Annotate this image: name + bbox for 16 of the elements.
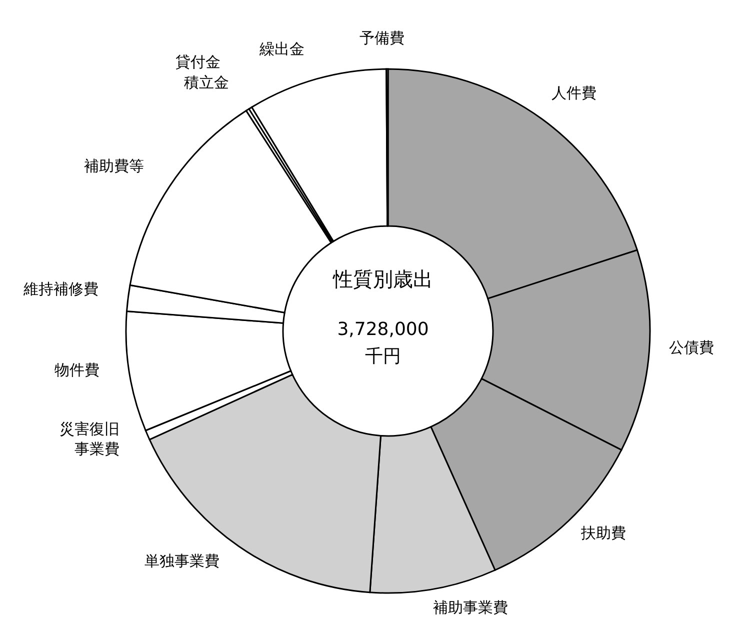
- slice-label: 物件費: [54, 360, 100, 380]
- slice-label: 予備費: [360, 29, 405, 48]
- slice-label: 扶助費: [580, 524, 626, 542]
- slice-label: 積立金: [184, 74, 230, 92]
- slice-label: 人件費: [552, 84, 597, 102]
- slice-label: 単独事業費: [144, 552, 220, 570]
- slice-label: 繰出金: [258, 40, 305, 58]
- text: 性質別歳出: [332, 266, 434, 293]
- slice-label: 公債費: [669, 338, 714, 357]
- slice-label: 災害復旧事業費: [60, 420, 120, 458]
- slice-label: 補助事業費: [433, 598, 508, 617]
- slice-label: 補助費等: [84, 157, 144, 176]
- text: 千円: [364, 345, 402, 368]
- slice-label: 貸付金: [176, 53, 221, 72]
- slice-label: 維持補修費: [22, 280, 98, 298]
- text: 3,728,000: [336, 319, 430, 340]
